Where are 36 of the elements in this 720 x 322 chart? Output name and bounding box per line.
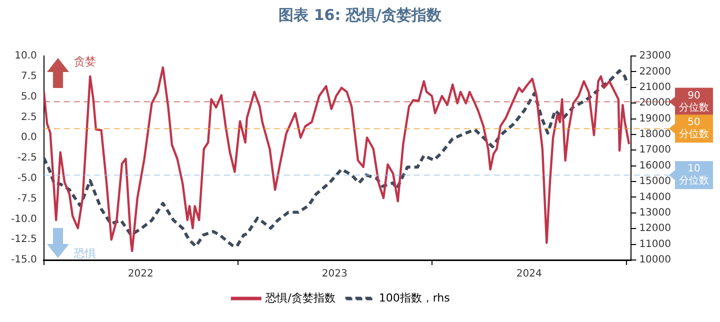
y2-tick-label: 16000 bbox=[639, 160, 671, 172]
y-tick-label: -15.0 bbox=[11, 254, 37, 266]
y-tick-label: -7.5 bbox=[17, 193, 37, 204]
y2-tick-label: 18000 bbox=[639, 129, 671, 140]
y-tick-label: 5.0 bbox=[20, 91, 37, 102]
y2-tick-label: 13000 bbox=[639, 208, 671, 219]
ref-line-label: 90 分位数 bbox=[679, 90, 709, 114]
y-tick-label: -5.0 bbox=[17, 172, 37, 184]
y2-tick-label: 21000 bbox=[639, 82, 671, 93]
legend-label: 恐惧/贪婪指数 bbox=[264, 291, 336, 304]
x-tick-label: 2022 bbox=[128, 268, 154, 280]
y2-tick-label: 23000 bbox=[639, 50, 671, 62]
y-tick-label: 2.5 bbox=[20, 112, 37, 123]
y-tick-label: 10.0 bbox=[14, 50, 37, 62]
x-tick-label: 2024 bbox=[516, 268, 542, 280]
legend-label: 100指数，rhs bbox=[378, 291, 450, 304]
x-tick-label: 2023 bbox=[322, 268, 348, 280]
y-tick-label: 7.5 bbox=[20, 70, 37, 82]
annotation: 贪婪 bbox=[74, 54, 96, 69]
y-tick-label: -2.5 bbox=[17, 152, 37, 164]
y-tick-label: -10.0 bbox=[11, 214, 37, 225]
y2-tick-label: 14000 bbox=[639, 192, 671, 203]
chart-title: 图表 16: 恐惧/贪婪指数 bbox=[278, 6, 442, 25]
y-tick-label: 0.0 bbox=[20, 132, 37, 144]
y2-tick-label: 11000 bbox=[639, 238, 671, 250]
ref-line-label: 10 分位数 bbox=[679, 164, 709, 187]
y2-tick-label: 12000 bbox=[639, 223, 671, 234]
y2-tick-label: 22000 bbox=[639, 66, 671, 78]
y2-tick-label: 10000 bbox=[639, 254, 671, 266]
ref-line-label: 50 分位数 bbox=[679, 117, 709, 140]
y2-tick-label: 17000 bbox=[639, 144, 671, 156]
y-tick-label: -12.5 bbox=[11, 234, 37, 246]
y2-tick-label: 15000 bbox=[639, 176, 671, 188]
annotation: 恐惧 bbox=[74, 246, 96, 261]
y2-tick-label: 20000 bbox=[639, 98, 671, 109]
y2-tick-label: 19000 bbox=[639, 113, 671, 124]
